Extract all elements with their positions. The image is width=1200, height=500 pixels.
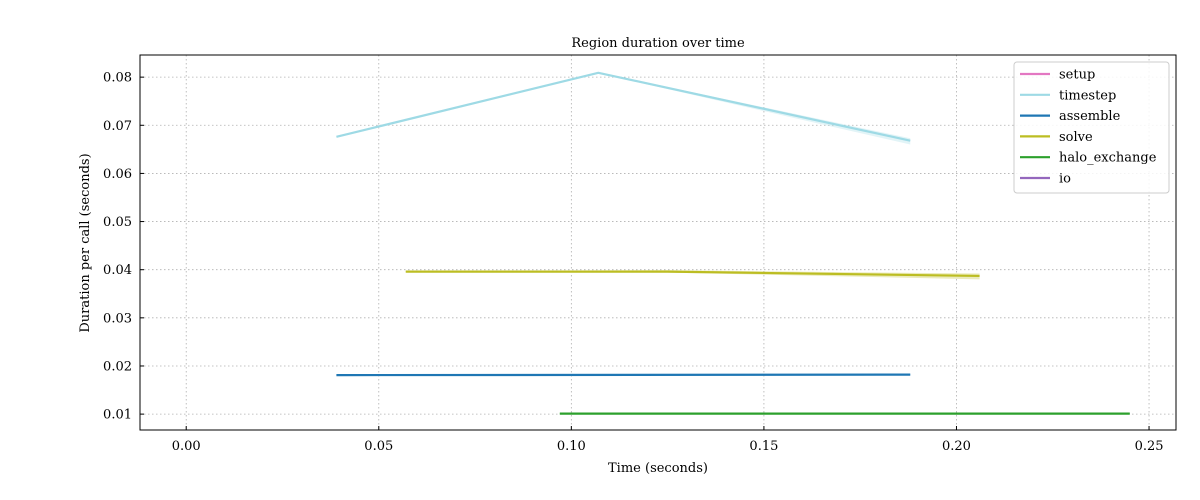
- x-tick-label: 0.25: [1135, 439, 1164, 454]
- confidence-bands: [336, 72, 1130, 415]
- plot-frame: [139, 54, 1177, 431]
- grid: [140, 55, 1176, 430]
- y-axis: 0.01 0.02 0.03 0.04 0.05 0.06 0.07 0.08: [103, 71, 144, 423]
- legend: setup timestep assemble solve halo_exchangei…: [1013, 61, 1170, 194]
- x-tick-label: 0.15: [749, 439, 778, 454]
- x-tick-label: 0.20: [942, 439, 971, 454]
- legend-label-io: io: [1059, 172, 1071, 187]
- x-axis-label: Time (seconds): [608, 461, 708, 476]
- legend-label-solve: solve: [1059, 130, 1093, 145]
- series-lines: [336, 71, 1130, 415]
- y-tick-label: 0.07: [103, 119, 132, 134]
- legend-label-timestep: timestep: [1059, 88, 1116, 103]
- x-tick-label: 0.10: [557, 439, 586, 454]
- series-line-solve: [405, 270, 980, 278]
- x-tick-label: 0.00: [172, 439, 201, 454]
- y-tick-label: 0.06: [103, 167, 132, 182]
- chart-title: Region duration over time: [571, 36, 745, 51]
- legend-frame: [1013, 61, 1170, 194]
- series-line-timestep: [336, 71, 911, 142]
- y-tick-label: 0.03: [103, 311, 132, 326]
- legend-label-setup: setup: [1059, 68, 1095, 83]
- band-timestep: [336, 72, 911, 145]
- x-axis: 0.00 0.05 0.10 0.15 0.20 0.25: [172, 426, 1164, 454]
- y-tick-label: 0.01: [103, 408, 132, 423]
- x-tick-label: 0.05: [364, 439, 393, 454]
- band-solve: [405, 270, 980, 280]
- legend-label-halo-exchange: halo_exchange: [1059, 151, 1157, 166]
- y-tick-label: 0.05: [103, 215, 132, 230]
- y-tick-label: 0.04: [103, 263, 132, 278]
- y-tick-label: 0.02: [103, 359, 132, 374]
- legend-label-assemble: assemble: [1059, 109, 1121, 124]
- y-axis-label: Duration per call (seconds): [78, 153, 93, 332]
- y-tick-label: 0.08: [103, 71, 132, 86]
